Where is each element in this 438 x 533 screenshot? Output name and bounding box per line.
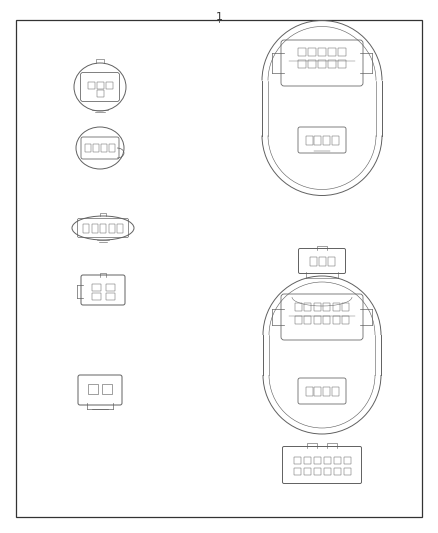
Bar [92, 223, 98, 232]
Bar [323, 303, 330, 311]
Bar [106, 284, 114, 290]
Bar [310, 256, 317, 265]
Bar [101, 144, 107, 152]
Bar [88, 384, 98, 394]
Bar [308, 48, 316, 56]
Bar [338, 48, 346, 56]
Bar [314, 456, 321, 464]
Bar [332, 386, 339, 395]
Bar [88, 82, 95, 88]
Bar [304, 316, 311, 324]
Bar [342, 303, 349, 311]
Bar [332, 316, 339, 324]
Bar [92, 293, 100, 300]
Bar [328, 48, 336, 56]
Bar [109, 223, 114, 232]
Bar [328, 60, 336, 68]
Bar [332, 135, 339, 144]
Bar [96, 82, 103, 88]
Bar [314, 467, 321, 474]
Bar [85, 144, 91, 152]
Bar [338, 60, 346, 68]
Bar [314, 135, 321, 144]
Bar [318, 60, 326, 68]
Bar [106, 82, 113, 88]
Bar [314, 303, 321, 311]
Bar [333, 467, 340, 474]
Bar [293, 456, 300, 464]
Bar [314, 386, 321, 395]
Bar [293, 467, 300, 474]
Bar [298, 48, 306, 56]
Bar [323, 316, 330, 324]
Bar [308, 60, 316, 68]
Bar [96, 90, 103, 97]
Bar [109, 144, 115, 152]
Bar [314, 316, 321, 324]
Bar [93, 144, 99, 152]
Bar [92, 284, 100, 290]
Bar [324, 467, 331, 474]
Bar [332, 303, 339, 311]
Bar [304, 467, 311, 474]
Bar [333, 456, 340, 464]
Bar [83, 223, 89, 232]
Bar [298, 60, 306, 68]
Bar [328, 256, 335, 265]
Bar [323, 135, 330, 144]
Text: 1: 1 [215, 12, 223, 22]
Bar [342, 316, 349, 324]
Bar [318, 256, 325, 265]
Bar [343, 456, 350, 464]
Bar [324, 456, 331, 464]
Bar [323, 386, 330, 395]
Bar [305, 135, 312, 144]
Bar [106, 293, 114, 300]
Bar [294, 316, 301, 324]
Bar [100, 223, 106, 232]
Bar [102, 384, 112, 394]
Bar [117, 223, 123, 232]
Bar [304, 303, 311, 311]
Bar [318, 48, 326, 56]
Bar [343, 467, 350, 474]
Bar [294, 303, 301, 311]
Bar [305, 386, 312, 395]
Bar [304, 456, 311, 464]
